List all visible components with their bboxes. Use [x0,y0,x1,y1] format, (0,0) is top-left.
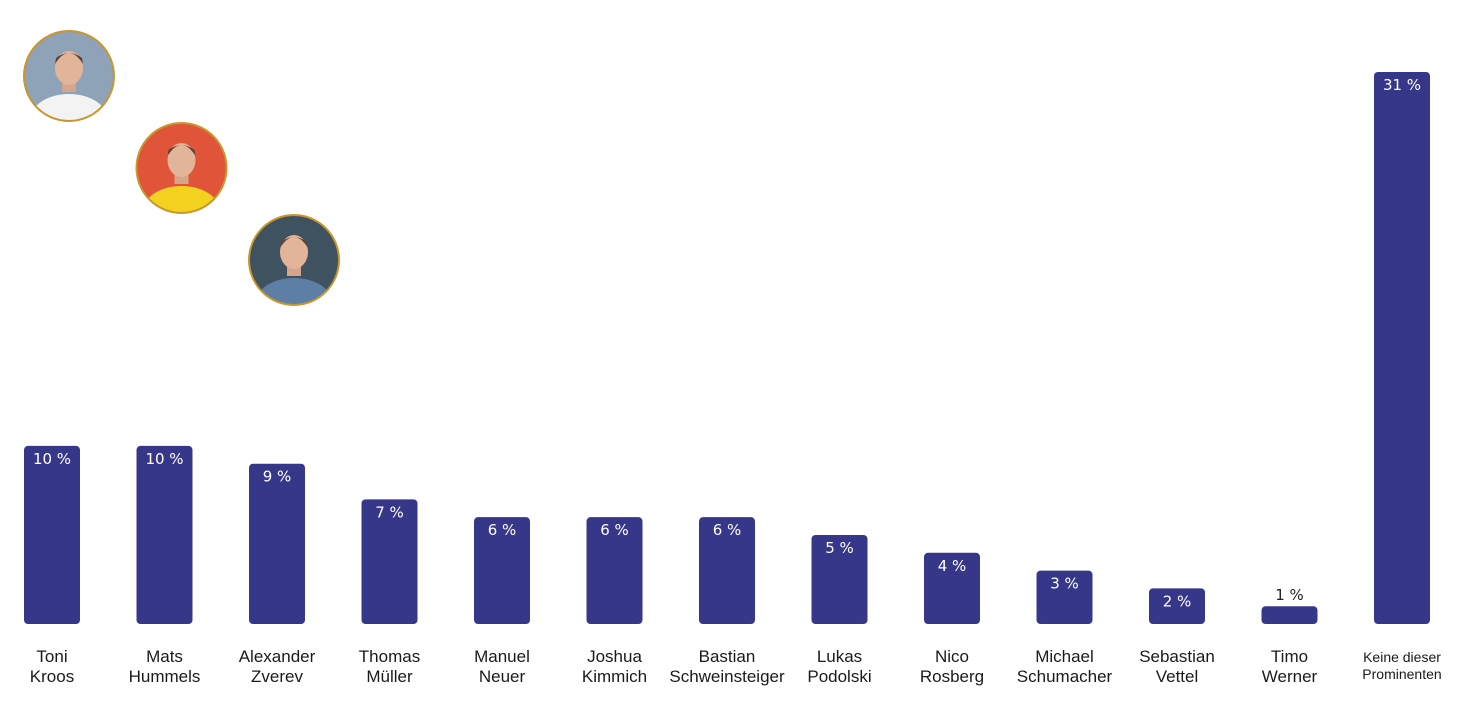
category-label-nico-rosberg: Nico Rosberg [920,647,984,686]
category-label-bastian-schweinsteiger: Bastian Schweinsteiger [669,647,785,686]
bar-sebastian-vettel [1149,588,1205,624]
avatar-ring [248,214,340,306]
bar-keine-dieser-prominenten [1374,72,1430,624]
avatar-ring [135,122,228,214]
bar-nico-rosberg [924,552,980,624]
avatar-ring [23,30,115,122]
bar-joshua-kimmich [586,517,643,624]
bar-mats-hummels [136,445,193,624]
person-photo-icon [24,31,114,121]
bar-michael-schumacher [1036,570,1093,624]
category-label-joshua-kimmich: Joshua Kimmich [582,647,647,686]
category-label-toni-kroos: Toni Kroos [30,647,74,686]
bar-value-label: 2 % [1163,592,1192,610]
bar-value-label: 9 % [263,468,292,486]
bar-manuel-neuer [474,517,530,624]
bar-value-label: 6 % [600,521,629,539]
bar-value-label: 10 % [145,450,183,468]
category-label-lukas-podolski: Lukas Podolski [807,647,871,686]
bar-labels-group: 10 % 10 % 9 % 7 % 6 % 6 % 6 % 5 % 4 % 3 % 2 % 1 % 31… [33,76,1421,610]
person-photo-icon [249,215,339,305]
avatars-group [23,30,340,306]
category-label-michael-schumacher: Michael Schumacher [1017,647,1113,686]
bar-timo-werner [1261,606,1318,624]
category-label-thomas-m-ller: Thomas Müller [359,647,420,686]
category-label-manuel-neuer: Manuel Neuer [474,647,530,686]
bar-value-label: 3 % [1050,575,1079,593]
person-photo-icon [136,123,227,213]
bar-lukas-podolski [811,534,868,624]
bar-value-label: 6 % [713,521,742,539]
category-label-timo-werner: Timo Werner [1262,647,1318,686]
category-label-keine-dieser-prominenten: Keine dieser Prominenten [1362,649,1441,682]
bar-value-label: 7 % [375,503,404,521]
bars-group [24,72,1430,624]
bar-value-label: 4 % [938,557,967,575]
category-label-alexander-zverev: Alexander Zverev [239,647,316,686]
bar-value-label: 31 % [1383,76,1421,94]
category-label-mats-hummels: Mats Hummels [129,647,201,686]
bar-thomas-m-ller [361,499,418,624]
bar-value-label: 6 % [488,521,517,539]
bar-value-label: 10 % [33,450,71,468]
bar-toni-kroos [24,445,80,624]
bar-value-label: 5 % [825,539,854,557]
bar-value-label: 1 % [1275,586,1304,604]
category-labels-group: Toni Kroos Mats Hummels Alexander Zverev Thoma… [30,647,1442,686]
bar-bastian-schweinsteiger [699,517,755,624]
category-label-sebastian-vettel: Sebastian Vettel [1139,647,1215,686]
bar-alexander-zverev [249,463,305,624]
